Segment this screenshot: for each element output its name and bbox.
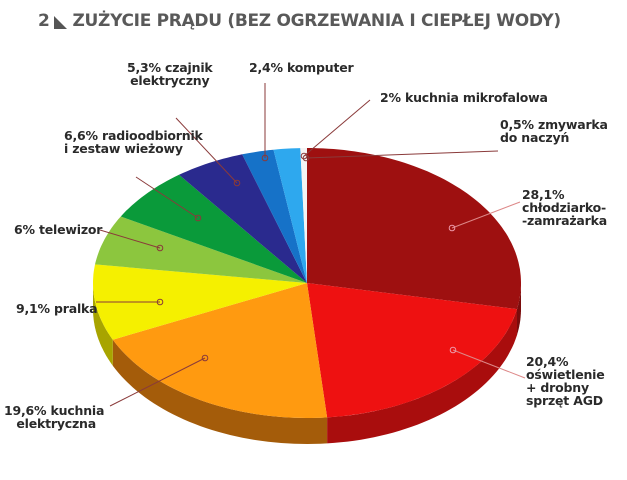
leader-line-2 (109, 357, 206, 407)
leader-lines (96, 83, 526, 407)
pie-slice-3 (93, 264, 307, 340)
label-microwave: 2% kuchnia mikrofalowa (380, 90, 548, 105)
pie-slice-2 (112, 283, 328, 418)
leader-dot-icon (448, 224, 456, 232)
pie-slice-5 (120, 174, 307, 283)
leader-line-0 (451, 201, 521, 229)
leader-dot-icon (156, 298, 164, 306)
pie-side-3 (93, 283, 113, 366)
leader-dot-icon (449, 346, 457, 354)
leader-line-8 (303, 99, 371, 157)
pie-side-0 (517, 283, 521, 336)
pie-slice-9 (300, 148, 307, 283)
label-fridge: 28,1% chłodziarko- -zamrażarka (522, 187, 607, 228)
label-computer: 2,4% komputer (249, 60, 354, 75)
triangle-icon (53, 15, 67, 29)
label-dishwasher: 0,5% zmywarka do naczyń (500, 117, 608, 145)
leader-line-6 (175, 117, 238, 184)
label-kettle: 5,3% czajnik elektryczny (127, 60, 213, 88)
title-text: ZUŻYCIE PRĄDU (BEZ OGRZEWANIA I CIEPŁEJ … (72, 11, 562, 31)
leader-line-9 (305, 150, 499, 159)
leader-line-1 (452, 349, 526, 379)
pie-slice-8 (273, 148, 307, 283)
chart-title: 2 ZUŻYCIE PRĄDU (BEZ OGRZEWANIA I CIEPŁE… (38, 9, 561, 33)
pie-side-1 (327, 309, 517, 444)
label-electric-stove: 19,6% kuchnia elektryczna (4, 403, 105, 431)
pie-slice-1 (307, 283, 517, 418)
leader-line-5 (135, 176, 199, 219)
pie-slice-4 (95, 216, 307, 283)
leader-dot-icon (194, 214, 202, 222)
pie-slice-0 (307, 148, 521, 310)
label-tv: 6% telewizor (14, 222, 103, 237)
leader-dot-icon (233, 179, 241, 187)
pie-slice-7 (242, 149, 307, 283)
pie-side-2 (112, 339, 328, 444)
leader-dot-icon (201, 354, 209, 362)
pie-slice-6 (179, 154, 307, 283)
leader-dot-icon (300, 152, 308, 160)
leader-dot-icon (261, 154, 269, 162)
figure-number: 2 (38, 11, 50, 31)
label-lighting: 20,4% oświetlenie + drobny sprzęt AGD (526, 354, 605, 408)
leader-dot-icon (302, 154, 310, 162)
leader-line-4 (99, 229, 161, 249)
label-radio: 6,6% radioodbiornik i zestaw wieżowy (64, 128, 203, 156)
label-washing-machine: 9,1% pralka (16, 301, 98, 316)
pie-side-walls (93, 283, 521, 444)
pie-slices (93, 148, 521, 418)
leader-dot-icon (156, 244, 164, 252)
